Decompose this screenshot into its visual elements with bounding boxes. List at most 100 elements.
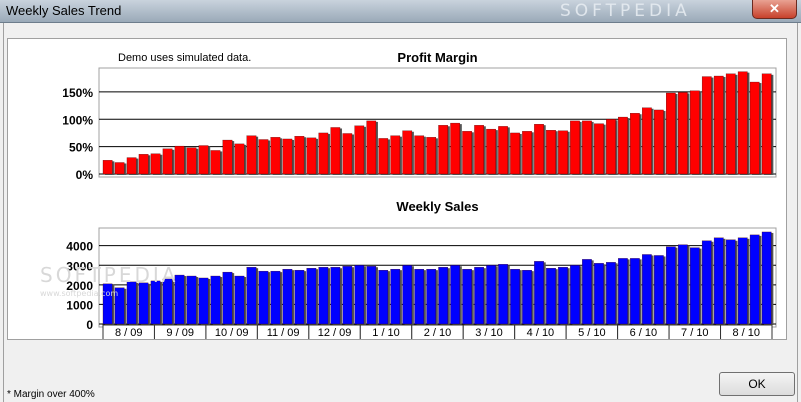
sales-bar	[450, 265, 460, 325]
sales-bar	[390, 269, 401, 325]
month-tick-label: 8 / 09	[115, 327, 143, 339]
footnote: * Margin over 400%	[7, 389, 95, 400]
profit-bar	[546, 130, 556, 175]
profit-bar	[558, 130, 568, 175]
profit-bar	[713, 75, 724, 175]
month-tick-label: 4 / 10	[527, 327, 555, 339]
profit-bar	[402, 130, 413, 175]
profit-bar	[354, 125, 365, 175]
profit-bar	[318, 132, 329, 175]
sales-bar	[342, 266, 353, 325]
month-tick-box	[720, 324, 773, 339]
sales-bar	[246, 267, 257, 325]
sales-bar	[402, 265, 413, 325]
month-tick-label: 2 / 10	[424, 327, 452, 339]
sales-bar	[666, 246, 676, 325]
profit-bar	[749, 81, 760, 175]
sales-bar	[618, 258, 628, 325]
profit-bar	[342, 133, 353, 175]
sales-bar	[306, 268, 317, 325]
sales-bar	[689, 247, 700, 325]
profit-bar	[654, 109, 664, 175]
sales-bar	[570, 265, 580, 325]
sales-bar	[749, 234, 760, 325]
profit-bar	[426, 137, 437, 175]
month-tick-label: 3 / 10	[475, 327, 503, 339]
sales-tick-label: 2000	[66, 279, 93, 293]
profit-bar	[534, 124, 544, 175]
profit-bar	[570, 120, 580, 175]
sales-bar	[150, 280, 161, 325]
profit-tick-label: 0%	[76, 168, 94, 182]
profit-bar	[210, 150, 221, 175]
profit-bar	[725, 73, 736, 175]
sales-bar	[654, 255, 664, 325]
sales-bar	[114, 287, 125, 325]
sales-bar	[174, 274, 185, 325]
sales-bar	[725, 239, 736, 325]
sales-bar	[522, 269, 532, 325]
sales-tick-label: 4000	[66, 240, 93, 254]
sales-bar	[366, 266, 377, 325]
profit-bar	[174, 145, 185, 175]
profit-bar	[330, 127, 341, 175]
ok-button[interactable]: OK	[719, 372, 795, 396]
profit-bar	[642, 107, 652, 175]
month-tick-label: 7 / 10	[681, 327, 709, 339]
sales-bar	[222, 271, 233, 325]
profit-bar	[701, 76, 712, 175]
profit-bar	[498, 126, 508, 175]
profit-bar	[102, 160, 113, 175]
month-tick-label: 5 / 10	[578, 327, 606, 339]
month-tick-label: 12 / 09	[318, 327, 352, 339]
sales-bar	[270, 270, 281, 325]
window-title: Weekly Sales Trend	[6, 3, 122, 18]
profit-bar	[162, 148, 173, 175]
sales-bar	[282, 269, 293, 325]
sales-bar	[330, 267, 341, 325]
profit-bar	[234, 143, 245, 175]
profit-bar	[666, 92, 676, 175]
profit-bar	[378, 138, 389, 175]
profit-bar	[222, 139, 233, 175]
sales-bar	[258, 270, 269, 325]
demo-note: Demo uses simulated data.	[118, 52, 251, 64]
sales-tick-label: 0	[86, 318, 93, 332]
sales-bar	[378, 269, 389, 325]
profit-bar	[510, 132, 520, 175]
sales-bar	[582, 259, 592, 325]
profit-bar	[522, 131, 532, 175]
sales-bar	[102, 283, 113, 325]
month-tick-label: 11 / 09	[267, 327, 300, 339]
sales-bar	[534, 261, 544, 325]
title-bar: Weekly Sales Trend SOFTPEDIA ✕	[0, 0, 801, 23]
profit-bar	[306, 137, 317, 175]
sales-bar	[486, 265, 496, 325]
sales-bar	[606, 262, 616, 325]
profit-bar	[761, 73, 772, 175]
month-tick-label: 10 / 09	[215, 327, 249, 339]
profit-bar	[138, 154, 149, 175]
sales-bar	[558, 267, 568, 325]
titlebar-watermark: SOFTPEDIA	[560, 1, 691, 21]
sales-bar	[630, 258, 640, 325]
sales-chart-title: Weekly Sales	[396, 199, 478, 214]
sales-bar	[713, 237, 724, 325]
profit-bar	[486, 128, 496, 175]
profit-bar	[126, 157, 137, 175]
profit-bar	[114, 162, 125, 175]
sales-bar	[234, 275, 245, 325]
close-button[interactable]: ✕	[752, 0, 797, 19]
profit-bar	[677, 92, 688, 175]
sales-bar	[474, 267, 484, 325]
month-tick-label: 1 / 10	[372, 327, 400, 339]
profit-bar	[474, 125, 484, 175]
month-tick-label: 9 / 09	[166, 327, 194, 339]
profit-bar	[689, 90, 700, 175]
profit-bar	[282, 138, 293, 175]
profit-tick-label: 150%	[62, 86, 93, 100]
profit-bar	[438, 125, 448, 175]
sales-bar	[318, 267, 329, 325]
profit-tick-label: 50%	[69, 141, 93, 155]
body-watermark: SOFTPEDIA	[40, 263, 179, 287]
